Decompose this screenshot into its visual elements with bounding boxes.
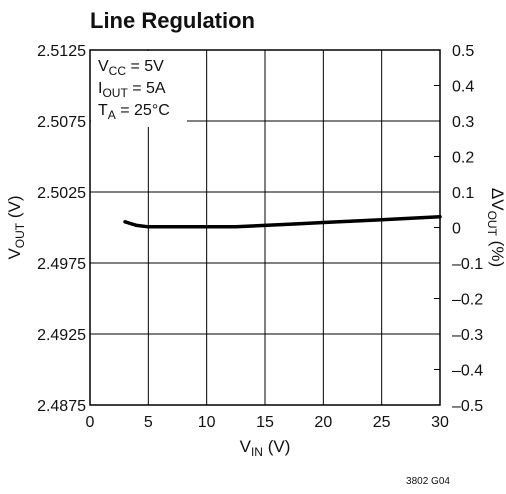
y-left-tick-label: 2.4925	[37, 327, 86, 344]
legend-entry: TA = 25°C	[98, 102, 170, 122]
x-axis-label: VIN (V)	[240, 437, 291, 459]
y-right-tick-label: 0.2	[452, 150, 474, 167]
y-left-axis-label: VOUT (V)	[5, 195, 27, 259]
y-right-tick-label: –0.5	[452, 398, 483, 415]
x-tick-label: 15	[256, 414, 274, 431]
y-right-tick-label: –0.1	[452, 256, 483, 273]
legend-entry: VCC = 5V	[98, 58, 164, 78]
y-right-tick-label: 0.3	[452, 114, 474, 131]
y-right-tick-label: –0.2	[452, 292, 483, 309]
x-tick-label: 20	[314, 414, 332, 431]
y-left-tick-label: 2.5075	[37, 114, 86, 131]
legend-entry: IOUT = 5A	[98, 80, 166, 100]
chart-title: Line Regulation	[90, 8, 255, 33]
y-left-tick-label: 2.4875	[37, 398, 86, 415]
x-tick-label: 10	[198, 414, 216, 431]
plot-frame	[89, 49, 441, 406]
x-tick-label: 5	[144, 414, 153, 431]
legend-background	[91, 51, 187, 127]
series-layer	[123, 215, 442, 229]
axis-labels: VIN (V) VOUT (V) ΔVOUT (%)	[5, 188, 506, 459]
y-left-tick-label: 2.5025	[37, 185, 86, 202]
y-right-axis-label: ΔVOUT (%)	[485, 188, 506, 267]
y-right-tick-label: –0.3	[452, 327, 483, 344]
y-right-tick-label: –0.4	[452, 363, 483, 380]
y-right-tick-label: 0	[452, 221, 461, 238]
y-right-tick-label: 0.4	[452, 79, 474, 96]
figure-code: 3802 G04	[406, 476, 450, 487]
x-tick-label: 30	[431, 414, 449, 431]
series-line	[123, 215, 442, 229]
y-right-tick-label: 0.5	[452, 43, 474, 60]
y-right-tick-label: 0.1	[452, 185, 474, 202]
x-tick-label: 0	[86, 414, 95, 431]
y-left-tick-label: 2.4975	[37, 256, 86, 273]
tick-labels: 0 5 10 15 20 25 30 2.5125 2.5075 2.5025 2.4975 2.49…	[37, 43, 483, 431]
x-tick-label: 25	[373, 414, 391, 431]
y-left-tick-label: 2.5125	[37, 43, 86, 60]
plot-border	[89, 49, 441, 406]
